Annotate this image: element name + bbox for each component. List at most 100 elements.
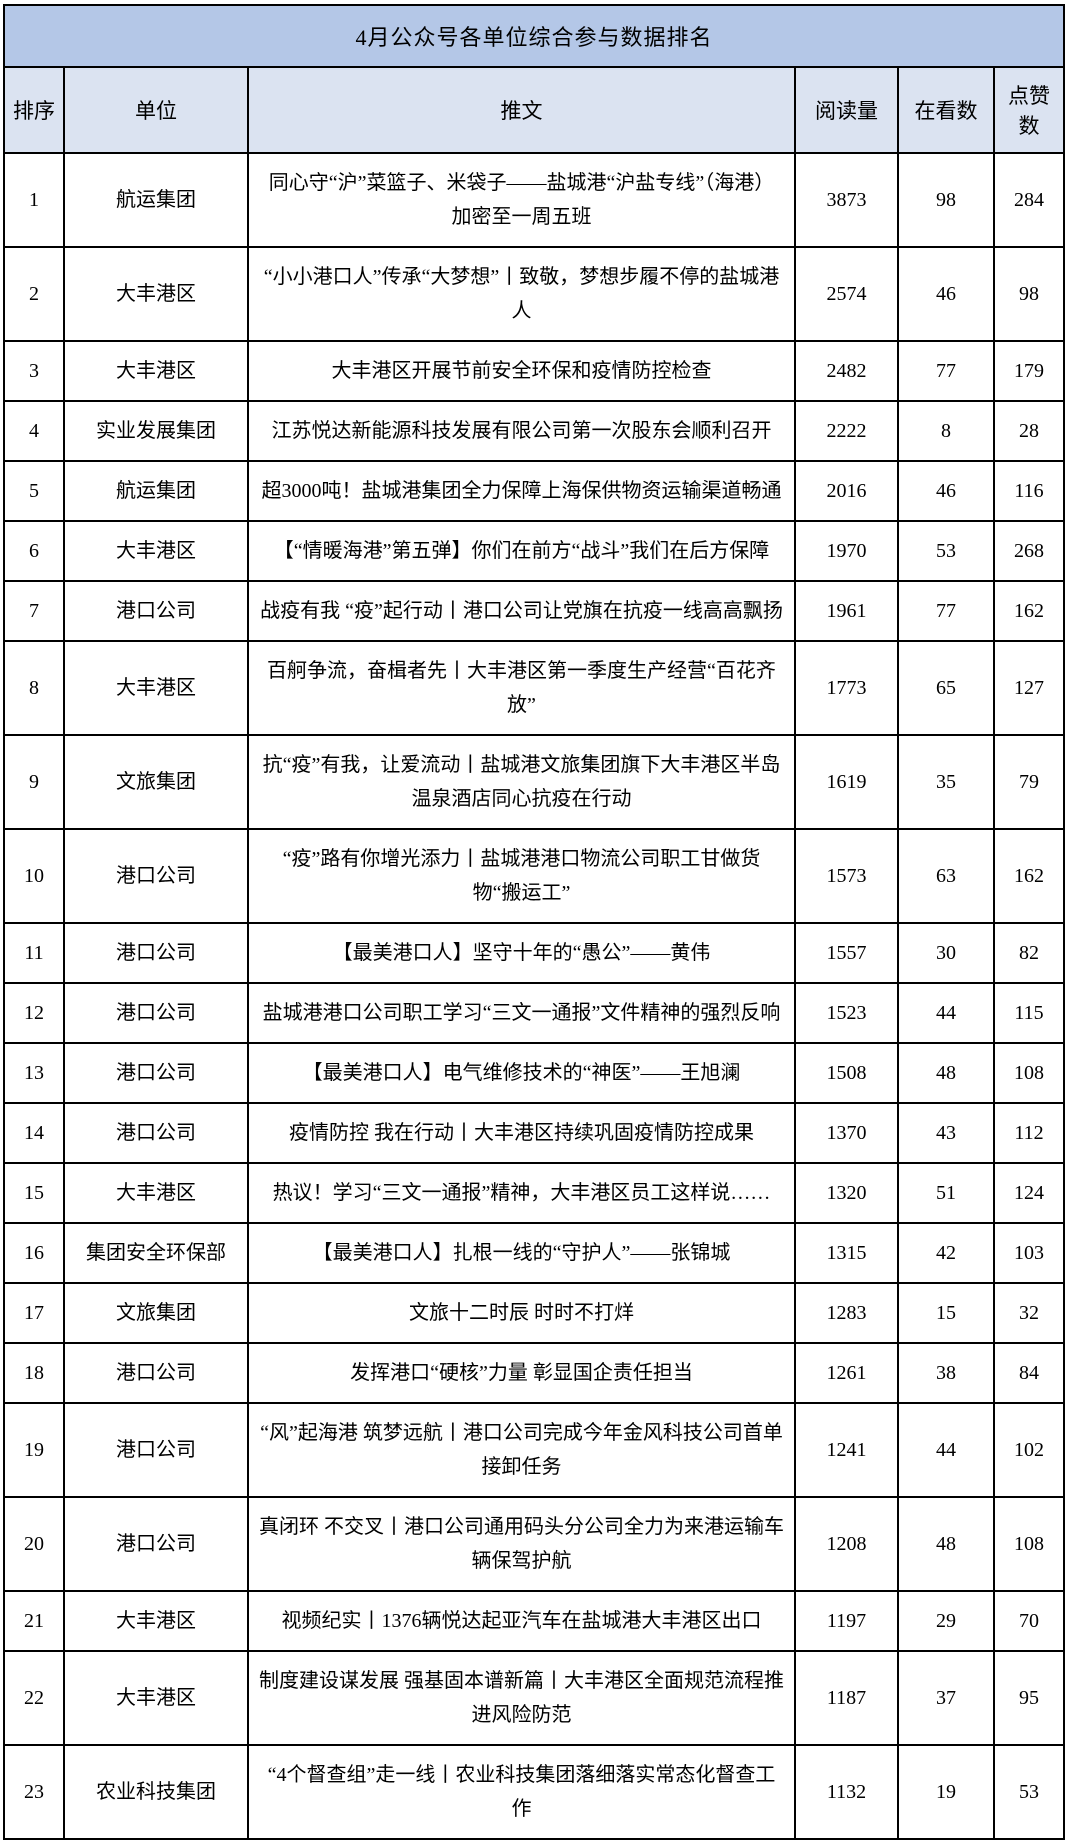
likes-cell: 112 [992,1102,1066,1164]
likes-cell: 53 [992,1744,1066,1840]
table-body: 1 航运集团 同心守“沪”菜篮子、米袋子——盐城港“沪盐专线”（海港）加密至一周… [3,152,1066,1840]
watching-cell: 48 [897,1496,995,1592]
tweet-cell: 大丰港区开展节前安全环保和疫情防控检查 [247,340,796,402]
table-row: 14 港口公司 疫情防控 我在行动丨大丰港区持续巩固疫情防控成果 1370 43… [3,1102,1066,1164]
reads-cell: 1315 [794,1222,899,1284]
unit-cell: 大丰港区 [63,246,249,342]
header-cell-rank: 排序 [3,66,65,154]
table-row: 3 大丰港区 大丰港区开展节前安全环保和疫情防控检查 2482 77 179 [3,340,1066,402]
likes-cell: 84 [992,1342,1066,1404]
watching-cell: 42 [897,1222,995,1284]
tweet-cell: 【“情暖海港”第五弹】你们在前方“战斗”我们在后方保障 [247,520,796,582]
reads-cell: 2222 [794,400,899,462]
watching-cell: 44 [897,982,995,1044]
watching-cell: 51 [897,1162,995,1224]
table-row: 8 大丰港区 百舸争流，奋楫者先丨大丰港区第一季度生产经营“百花齐放” 1773… [3,640,1066,736]
rank-cell: 18 [3,1342,65,1404]
tweet-cell: “风”起海港 筑梦远航丨港口公司完成今年金风科技公司首单接卸任务 [247,1402,796,1498]
watching-cell: 30 [897,922,995,984]
page-title: 4月公众号各单位综合参与数据排名 [2,4,1066,68]
watching-cell: 63 [897,828,995,924]
likes-cell: 98 [992,246,1066,342]
likes-cell: 32 [992,1282,1066,1344]
tweet-cell: 文旅十二时辰 时时不打烊 [247,1282,796,1344]
likes-cell: 108 [992,1042,1066,1104]
reads-cell: 1241 [794,1402,899,1498]
tweet-cell: “4个督查组”走一线丨农业科技集团落细落实常态化督查工作 [247,1744,796,1840]
unit-cell: 实业发展集团 [63,400,249,462]
table-row: 20 港口公司 真闭环 不交叉丨港口公司通用码头分公司全力为来港运输车辆保驾护航… [3,1496,1066,1592]
header-row: 排序 单位 推文 阅读量 在看数 点赞数 [3,66,1066,154]
unit-cell: 港口公司 [63,1402,249,1498]
tweet-cell: “疫”路有你增光添力丨盐城港港口物流公司职工甘做货物“搬运工” [247,828,796,924]
tweet-cell: 【最美港口人】电气维修技术的“神医”——王旭澜 [247,1042,796,1104]
watching-cell: 53 [897,520,995,582]
watching-cell: 46 [897,460,995,522]
rank-cell: 23 [3,1744,65,1840]
watching-cell: 77 [897,580,995,642]
rank-cell: 12 [3,982,65,1044]
reads-cell: 1573 [794,828,899,924]
tweet-cell: 超3000吨！盐城港集团全力保障上海保供物资运输渠道畅通 [247,460,796,522]
watching-cell: 98 [897,152,995,248]
watching-cell: 46 [897,246,995,342]
reads-cell: 2574 [794,246,899,342]
unit-cell: 港口公司 [63,922,249,984]
watching-cell: 8 [897,400,995,462]
rank-cell: 5 [3,460,65,522]
table-row: 16 集团安全环保部 【最美港口人】扎根一线的“守护人”——张锦城 1315 4… [3,1222,1066,1284]
unit-cell: 大丰港区 [63,340,249,402]
unit-cell: 大丰港区 [63,1162,249,1224]
table-row: 2 大丰港区 “小小港口人”传承“大梦想”丨致敬，梦想步履不停的盐城港人 257… [3,246,1066,342]
data-table: 4月公众号各单位综合参与数据排名 排序 单位 推文 阅读量 在看数 点赞数 1 … [2,4,1066,1840]
reads-cell: 1508 [794,1042,899,1104]
likes-cell: 124 [992,1162,1066,1224]
rank-cell: 14 [3,1102,65,1164]
likes-cell: 82 [992,922,1066,984]
reads-cell: 1320 [794,1162,899,1224]
likes-cell: 115 [992,982,1066,1044]
unit-cell: 航运集团 [63,152,249,248]
rank-cell: 11 [3,922,65,984]
table-row: 4 实业发展集团 江苏悦达新能源科技发展有限公司第一次股东会顺利召开 2222 … [3,400,1066,462]
tweet-cell: 百舸争流，奋楫者先丨大丰港区第一季度生产经营“百花齐放” [247,640,796,736]
table-row: 7 港口公司 战疫有我 “疫”起行动丨港口公司让党旗在抗疫一线高高飘扬 1961… [3,580,1066,642]
likes-cell: 70 [992,1590,1066,1652]
unit-cell: 港口公司 [63,982,249,1044]
reads-cell: 1132 [794,1744,899,1840]
watching-cell: 48 [897,1042,995,1104]
watching-cell: 35 [897,734,995,830]
unit-cell: 农业科技集团 [63,1744,249,1840]
watching-cell: 19 [897,1744,995,1840]
header-cell-tweet: 推文 [247,66,796,154]
reads-cell: 1187 [794,1650,899,1746]
unit-cell: 港口公司 [63,580,249,642]
tweet-cell: 江苏悦达新能源科技发展有限公司第一次股东会顺利召开 [247,400,796,462]
table-row: 9 文旅集团 抗“疫”有我，让爱流动丨盐城港文旅集团旗下大丰港区半岛温泉酒店同心… [3,734,1066,830]
rank-cell: 10 [3,828,65,924]
reads-cell: 1557 [794,922,899,984]
rank-cell: 16 [3,1222,65,1284]
tweet-cell: 盐城港港口公司职工学习“三文一通报”文件精神的强烈反响 [247,982,796,1044]
header-cell-reads: 阅读量 [794,66,899,154]
reads-cell: 1970 [794,520,899,582]
tweet-cell: 发挥港口“硬核”力量 彰显国企责任担当 [247,1342,796,1404]
reads-cell: 1208 [794,1496,899,1592]
likes-cell: 108 [992,1496,1066,1592]
header-cell-watching: 在看数 [897,66,995,154]
likes-cell: 284 [992,152,1066,248]
ranking-table: 4月公众号各单位综合参与数据排名 排序 单位 推文 阅读量 在看数 点赞数 1 … [2,4,1066,1840]
rank-cell: 13 [3,1042,65,1104]
rank-cell: 4 [3,400,65,462]
header-cell-unit: 单位 [63,66,249,154]
table-row: 5 航运集团 超3000吨！盐城港集团全力保障上海保供物资运输渠道畅通 2016… [3,460,1066,522]
watching-cell: 38 [897,1342,995,1404]
unit-cell: 港口公司 [63,1342,249,1404]
watching-cell: 29 [897,1590,995,1652]
reads-cell: 1961 [794,580,899,642]
reads-cell: 1619 [794,734,899,830]
rank-cell: 15 [3,1162,65,1224]
table-row: 11 港口公司 【最美港口人】坚守十年的“愚公”——黄伟 1557 30 82 [3,922,1066,984]
rank-cell: 17 [3,1282,65,1344]
likes-cell: 102 [992,1402,1066,1498]
